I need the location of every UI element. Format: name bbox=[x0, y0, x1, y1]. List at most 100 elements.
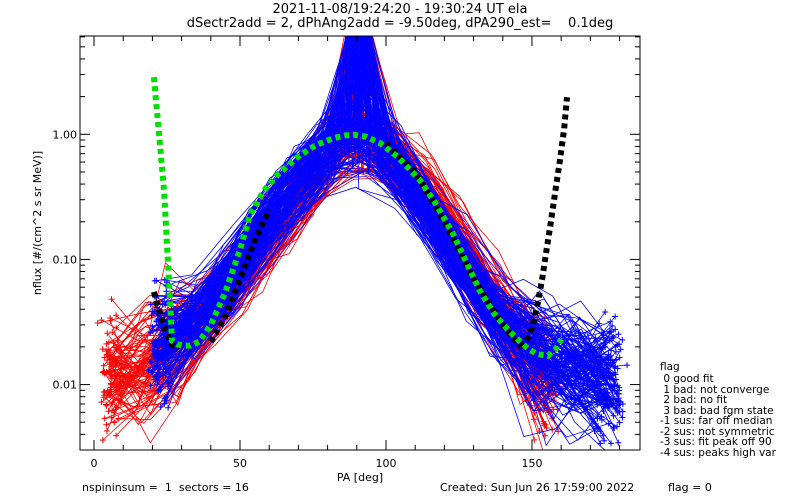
plus-marker bbox=[103, 428, 110, 435]
plus-marker bbox=[536, 428, 543, 435]
y-axis: 0.01 0.10 1.00 bbox=[53, 36, 640, 451]
plus-marker bbox=[101, 415, 108, 422]
plus-marker bbox=[616, 419, 623, 426]
plus-marker bbox=[615, 439, 622, 446]
plus-marker bbox=[613, 404, 620, 411]
plus-marker bbox=[150, 308, 157, 315]
legend-item: 3 bad: bad fgm state bbox=[660, 404, 774, 417]
plus-marker bbox=[597, 428, 604, 435]
plus-marker bbox=[151, 351, 158, 358]
plus-marker bbox=[619, 408, 626, 415]
plus-marker bbox=[154, 365, 161, 372]
plus-marker bbox=[153, 358, 160, 365]
legend-item: -3 sus: fit peak off 90 bbox=[660, 436, 772, 448]
plus-marker bbox=[609, 357, 616, 364]
plus-marker bbox=[150, 338, 157, 345]
spectrum-trace bbox=[165, 36, 614, 397]
plus-marker bbox=[152, 376, 159, 383]
plus-marker bbox=[145, 367, 152, 374]
spectrum-trace bbox=[158, 36, 619, 378]
plus-marker bbox=[148, 369, 155, 376]
plus-marker bbox=[611, 364, 618, 371]
plus-marker bbox=[610, 424, 617, 431]
fit-curve-black bbox=[518, 96, 570, 350]
chart-title: 2021-11-08/19:24:20 - 19:30:24 UT ela bbox=[272, 2, 528, 17]
footer-spin-info: nspininsum = 1 sectors = 16 bbox=[82, 481, 249, 494]
plus-marker bbox=[105, 408, 112, 415]
plus-marker bbox=[164, 383, 171, 390]
plus-marker bbox=[115, 346, 122, 353]
plus-marker bbox=[609, 335, 616, 342]
plus-marker bbox=[154, 326, 161, 333]
plus-marker bbox=[604, 403, 611, 410]
plus-marker bbox=[113, 377, 120, 384]
plus-marker bbox=[103, 392, 110, 399]
plus-marker bbox=[614, 423, 621, 430]
plus-marker bbox=[607, 318, 614, 325]
spectrum-trace bbox=[146, 36, 602, 407]
plus-marker bbox=[114, 384, 121, 391]
plus-marker bbox=[104, 330, 111, 337]
plus-marker bbox=[157, 404, 164, 411]
plus-marker bbox=[111, 419, 118, 426]
plus-marker bbox=[617, 346, 624, 353]
plus-marker bbox=[100, 368, 107, 375]
plus-marker bbox=[613, 376, 620, 383]
plus-marker bbox=[624, 362, 631, 369]
plus-marker bbox=[112, 356, 119, 363]
plus-marker bbox=[109, 363, 116, 370]
spectrum-trace bbox=[154, 122, 614, 383]
spectra-traces bbox=[94, 36, 631, 474]
plus-marker bbox=[118, 354, 125, 361]
plus-marker bbox=[161, 346, 168, 353]
plus-marker bbox=[546, 468, 552, 474]
plus-marker bbox=[614, 409, 621, 416]
x-tick-label: 50 bbox=[233, 457, 247, 470]
legend-item: -4 sus: peaks high var bbox=[660, 446, 776, 459]
spectrum-trace bbox=[164, 36, 620, 411]
plus-marker bbox=[149, 327, 156, 334]
legend-title: flag bbox=[660, 361, 680, 373]
plus-marker bbox=[154, 381, 161, 388]
x-axis: 0 50 100 150 bbox=[91, 36, 621, 470]
legend-item: 0 good fit bbox=[660, 373, 714, 385]
plus-marker bbox=[616, 354, 623, 361]
plus-marker bbox=[531, 436, 538, 443]
x-axis-label: PA [deg] bbox=[337, 471, 383, 484]
plus-marker bbox=[595, 424, 602, 431]
plus-marker bbox=[109, 329, 116, 336]
plus-marker bbox=[111, 344, 118, 351]
plus-marker bbox=[158, 341, 165, 348]
plus-marker bbox=[113, 432, 120, 439]
plus-marker bbox=[595, 394, 602, 401]
legend-item: -2 sus: not symmetric bbox=[660, 425, 775, 438]
plus-marker bbox=[607, 362, 614, 369]
plus-marker bbox=[160, 366, 167, 373]
plus-marker bbox=[611, 383, 618, 390]
plus-marker bbox=[113, 404, 120, 411]
fit-curve-black bbox=[151, 291, 180, 353]
plus-marker bbox=[601, 437, 608, 444]
plus-marker bbox=[605, 351, 612, 358]
plot-frame bbox=[79, 35, 641, 451]
plus-marker bbox=[612, 371, 619, 378]
footer-created: Created: Sun Jun 26 17:59:00 2022 bbox=[440, 481, 635, 494]
y-axis-label: nflux [#/(cm^2 s sr MeV)] bbox=[31, 151, 44, 295]
plus-marker bbox=[147, 301, 154, 308]
plus-marker bbox=[619, 337, 626, 344]
plus-marker bbox=[103, 348, 110, 355]
plus-marker bbox=[619, 414, 626, 421]
plus-marker bbox=[101, 388, 108, 395]
plus-marker bbox=[100, 362, 107, 369]
plus-marker bbox=[616, 341, 623, 348]
plus-marker bbox=[106, 359, 113, 366]
plus-marker bbox=[607, 329, 614, 336]
plus-marker bbox=[165, 404, 172, 411]
plus-marker bbox=[99, 437, 106, 444]
plus-marker bbox=[615, 331, 622, 338]
y-tick-label: 0.10 bbox=[53, 253, 78, 266]
plus-marker bbox=[161, 397, 168, 404]
spectrum-trace bbox=[157, 186, 622, 446]
spectrum-trace bbox=[168, 36, 616, 364]
x-tick-label: 100 bbox=[375, 457, 396, 470]
